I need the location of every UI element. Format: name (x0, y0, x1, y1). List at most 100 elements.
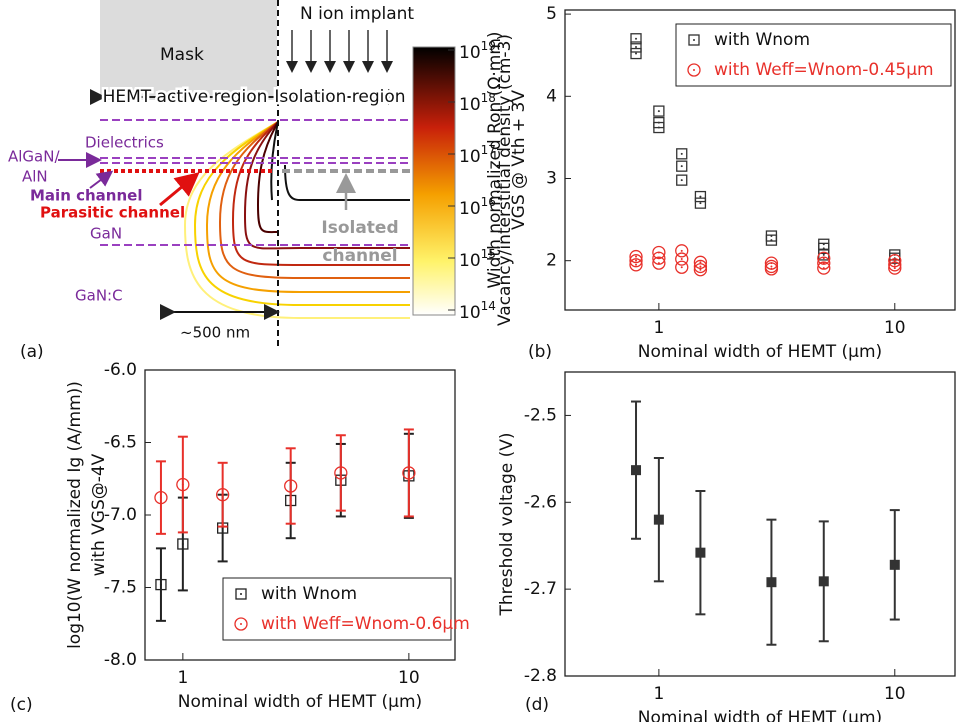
marker-dot (893, 263, 896, 266)
marker (154, 490, 168, 505)
marker (652, 256, 666, 270)
marker (177, 538, 189, 550)
colorbar-base: 10 (459, 95, 481, 115)
marker-dot (680, 152, 683, 155)
legend-box (222, 577, 452, 641)
colorbar-base: 10 (459, 147, 481, 167)
marker-dot (770, 239, 773, 242)
marker (630, 47, 642, 60)
y-tick-label: -7.0 (104, 505, 137, 525)
marker-dot (680, 165, 683, 168)
parasitic-label: Parasitic channel (40, 204, 185, 222)
marker-dot (181, 543, 184, 545)
y-tick-label: 5 (546, 4, 557, 24)
marker (688, 34, 700, 46)
colorbar-exponent: 14 (481, 299, 496, 313)
marker-dot (657, 262, 660, 265)
x-tick-label: 10 (884, 318, 906, 338)
marker (234, 617, 248, 631)
marker-dot (822, 267, 825, 270)
marker-dot (159, 496, 162, 499)
marker (653, 514, 664, 525)
panel-a: Mask N ion implant HEMT active region Is… (8, 0, 515, 362)
marker (675, 260, 689, 274)
marker-dot (699, 202, 702, 205)
legend-label: with Wnom (714, 30, 810, 50)
colorbar-tick-label: 1015 (459, 247, 496, 272)
marker-dot (289, 485, 292, 487)
y-axis-label: Threshold voltage (V) (497, 433, 517, 617)
plot-frame (564, 371, 956, 677)
marker (652, 251, 666, 265)
mask-label: Mask (160, 45, 204, 65)
x-tick-label: 1 (177, 668, 188, 688)
marker-dot (699, 195, 702, 198)
marker-dot (181, 483, 184, 486)
marker (675, 244, 689, 258)
marker (629, 254, 643, 268)
marker-dot (240, 593, 242, 595)
marker-dot (635, 259, 638, 262)
marker-dot (221, 493, 224, 496)
marker (631, 465, 642, 476)
marker-dot (635, 45, 638, 48)
main-arrow (89, 170, 114, 189)
marker-dot (635, 37, 638, 40)
marker (693, 255, 708, 269)
y-axis-label: with VGS@-4V (89, 453, 109, 576)
y-tick-label: 3 (546, 168, 557, 188)
marker-dot (680, 249, 683, 252)
marker (764, 262, 779, 276)
colorbar-label: Vacancy/interstitial density (cm-3) (495, 34, 515, 326)
marker-dot (159, 583, 162, 586)
marker (818, 576, 829, 587)
colorbar-base: 10 (459, 251, 481, 271)
marker-dot (699, 268, 702, 271)
y-axis-label: VGS @ Vth + 3V (509, 90, 529, 230)
colorbar-exponent: 19 (481, 39, 496, 53)
x-tick-label: 10 (884, 684, 906, 704)
mask (100, 0, 277, 100)
colorbar-exponent: 15 (481, 247, 496, 261)
marker (817, 251, 831, 265)
colorbar-tick-label: 1016 (459, 195, 496, 220)
marker (676, 160, 688, 172)
marker (676, 174, 688, 186)
marker-dot (635, 263, 638, 266)
marker (284, 479, 298, 493)
layer-lines (100, 119, 410, 246)
colorbar-tick-label: 1017 (459, 143, 496, 168)
y-axis-label: Width normalized Ron (Ω·mm) (485, 31, 505, 288)
marker-dot (635, 52, 638, 55)
colorbar-exponent: 17 (481, 143, 496, 157)
marker (817, 256, 831, 270)
marker-dot (657, 110, 660, 113)
dielectrics-label: Dielectrics (85, 134, 164, 152)
marker-dot (339, 471, 342, 474)
marker (888, 254, 902, 268)
y-tick-label: -2.5 (524, 405, 557, 425)
marker (216, 488, 230, 502)
isolated-label: channel (322, 246, 397, 266)
colorbar-base: 10 (459, 199, 481, 219)
parasitic-arrow (159, 172, 200, 207)
y-tick-label: -6.0 (104, 360, 137, 380)
x-tick-label: 10 (398, 668, 420, 688)
y-tick-label: -2.7 (524, 579, 557, 599)
colorbar-tick-label: 1019 (459, 39, 496, 64)
marker (817, 261, 831, 275)
marker (629, 258, 643, 272)
marker (687, 63, 701, 77)
marker (694, 197, 707, 209)
aln-label: AlN (22, 168, 48, 186)
marker (653, 121, 665, 134)
active-label: HEMT active region (103, 87, 268, 107)
x-axis-label: Nominal width of HEMT (µm) (638, 708, 882, 722)
marker (693, 263, 708, 277)
panel-label: (a) (20, 342, 44, 362)
y-axis-label: log10(W normalized Ig (A/mm)) (65, 381, 85, 649)
marker (695, 547, 706, 558)
marker-dot (770, 265, 773, 268)
marker (629, 249, 643, 264)
